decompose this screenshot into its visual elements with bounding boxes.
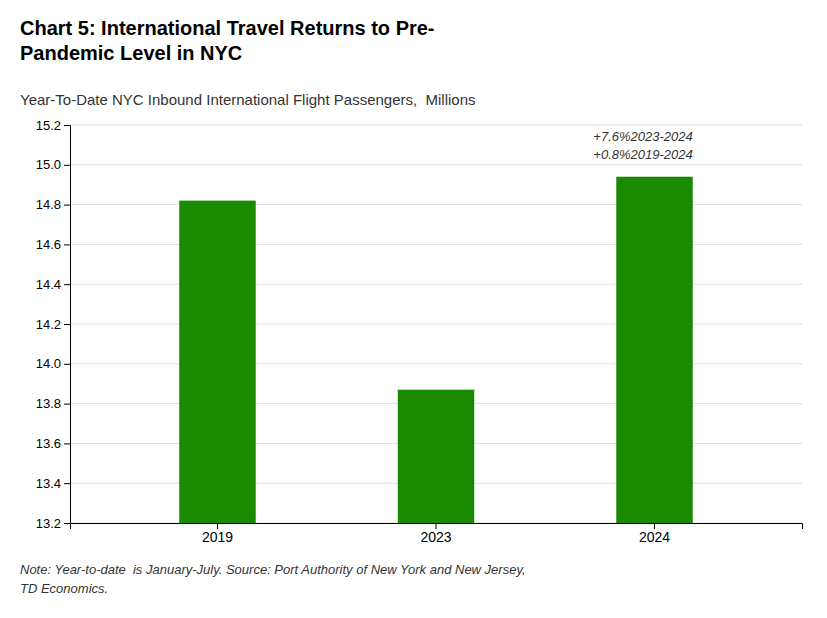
y-tick-mark <box>64 483 70 484</box>
grid-line <box>70 164 802 165</box>
x-tick-label: 2024 <box>639 529 670 545</box>
y-tick-label: 14.4 <box>36 277 61 292</box>
y-tick-label: 15.2 <box>36 118 61 133</box>
y-tick-label: 13.4 <box>36 476 61 491</box>
bar <box>179 201 255 523</box>
y-tick-mark <box>64 364 70 365</box>
title: Chart 5: International Travel Returns to… <box>20 17 435 64</box>
y-tick: 15.0 <box>36 157 70 172</box>
bars <box>179 177 692 523</box>
bar <box>616 177 692 523</box>
y-tick-mark <box>64 523 70 524</box>
y-tick: 13.6 <box>36 436 70 451</box>
annotation: +0.8%2019-2024 <box>593 147 692 162</box>
x-axis: 2019 2023 2024 <box>71 523 803 545</box>
y-tick: 14.4 <box>36 277 70 292</box>
bar <box>398 390 474 523</box>
y-tick: 13.2 <box>36 516 70 531</box>
y-tick-label: 14.8 <box>36 197 61 212</box>
y-tick-mark <box>64 125 70 126</box>
y-tick: 14.2 <box>36 317 70 332</box>
y-tick: 14.6 <box>36 237 70 252</box>
y-tick-mark <box>64 443 70 444</box>
y-tick-mark <box>64 165 70 166</box>
y-tick-mark <box>64 205 70 206</box>
chart: Chart 5: International Travel Returns to… <box>0 0 827 618</box>
grid-line <box>70 125 802 126</box>
note-line: Note: Year-to-date is January-July. Sour… <box>20 562 526 577</box>
annotations: +7.6%2023-2024 +0.8%2019-2024 <box>593 129 692 162</box>
y-tick-mark <box>64 324 70 325</box>
y-tick-label: 13.2 <box>36 516 61 531</box>
y-tick-label: 14.6 <box>36 237 61 252</box>
plot-area: 13.2 13.4 13.6 13.8 14.0 14.2 14.4 14.6 14.8 15.0… <box>36 118 803 618</box>
y-tick-label: 13.8 <box>36 396 61 411</box>
title-line: Chart 5: International Travel Returns to… <box>20 17 435 39</box>
annotation: +7.6%2023-2024 <box>593 129 692 144</box>
x-tick: 2023 <box>420 523 451 545</box>
subtitle: Year-To-Date NYC Inbound International F… <box>20 91 476 108</box>
y-tick-label: 14.0 <box>36 356 61 371</box>
y-tick-label: 13.6 <box>36 436 61 451</box>
y-tick: 13.8 <box>36 396 70 411</box>
x-tick: 2019 <box>202 523 233 545</box>
y-tick-mark <box>64 404 70 405</box>
y-tick: 13.4 <box>36 476 70 491</box>
note: Note: Year-to-date is January-July. Sour… <box>20 562 526 596</box>
y-tick: 15.2 <box>36 118 70 133</box>
y-tick-mark <box>64 284 70 285</box>
y-tick-mark <box>64 244 70 245</box>
y-tick: 14.8 <box>36 197 70 212</box>
title-line: Pandemic Level in NYC <box>20 42 242 64</box>
note-line: TD Economics. <box>20 581 108 596</box>
y-tick: 14.0 <box>36 356 70 371</box>
y-tick-label: 14.2 <box>36 317 61 332</box>
x-tick: 2024 <box>639 523 670 545</box>
y-axis: 13.2 13.4 13.6 13.8 14.0 14.2 14.4 14.6 14.8 15.0… <box>36 118 71 531</box>
x-tick-label: 2023 <box>420 529 451 545</box>
y-axis-line <box>64 126 71 524</box>
x-tick-label: 2019 <box>202 529 233 545</box>
y-tick-label: 15.0 <box>36 157 61 172</box>
